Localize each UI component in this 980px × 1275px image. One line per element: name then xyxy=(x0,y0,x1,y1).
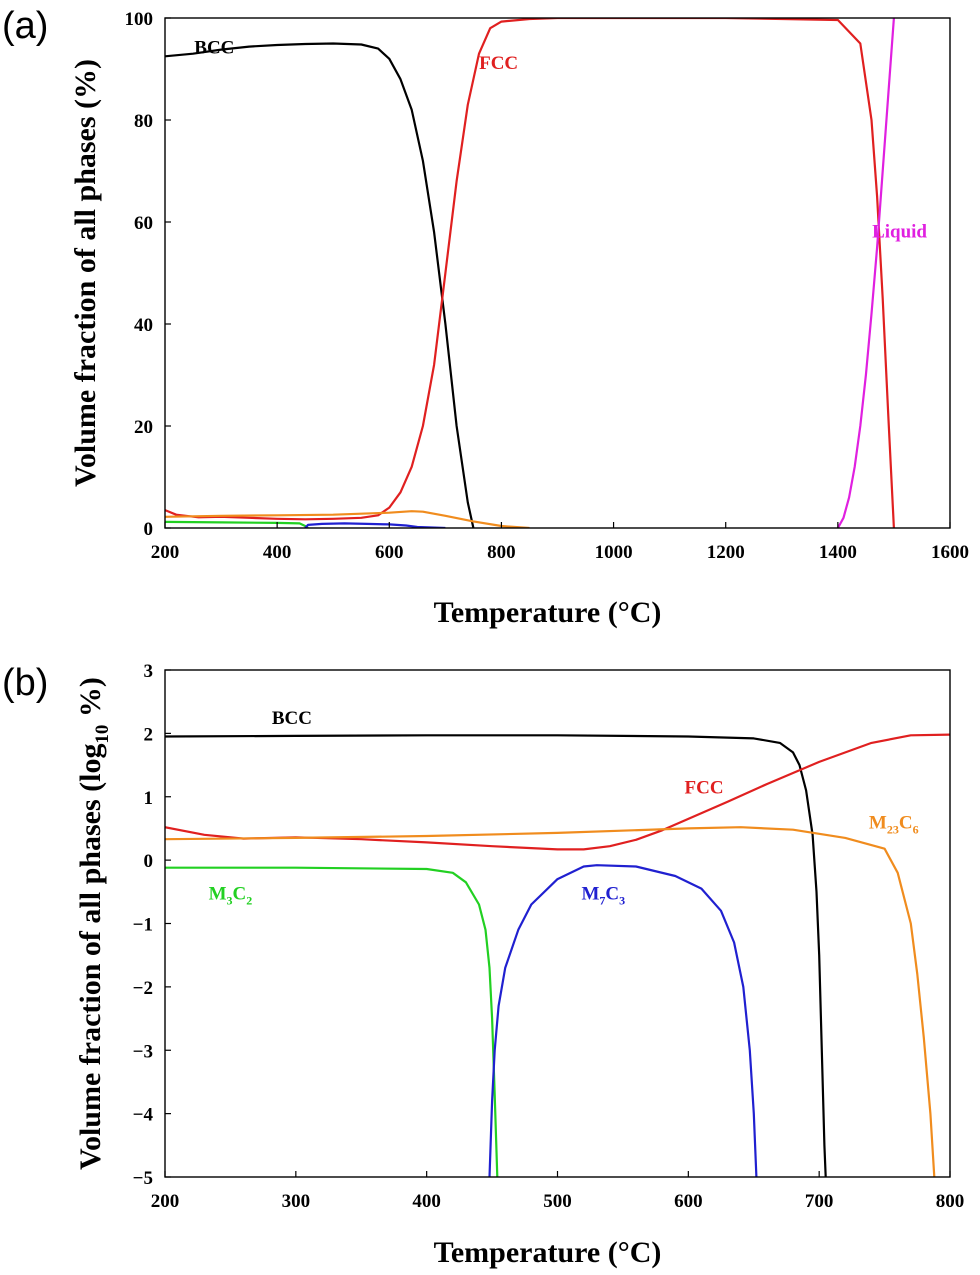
x-tick-label: 300 xyxy=(282,1191,311,1212)
panel-label: (b) xyxy=(2,662,48,704)
series-label-bcc: BCC xyxy=(272,708,312,729)
y-tick-label: 0 xyxy=(144,851,154,872)
series-line-fcc xyxy=(165,18,895,528)
x-tick-label: 700 xyxy=(805,1191,834,1212)
y-tick-label: 1 xyxy=(144,788,154,809)
x-axis-title: Temperature (°C) xyxy=(434,596,662,629)
y-tick-label: 20 xyxy=(134,417,153,438)
series-label-liquid: Liquid xyxy=(872,221,927,242)
x-tick-label: 1400 xyxy=(819,542,857,563)
y-tick-label: −2 xyxy=(133,978,153,999)
panel-label: (a) xyxy=(2,5,48,47)
series-label-m7c3: M7C3 xyxy=(581,883,625,907)
chart-panel-b: (b) 200 300 400 500 600 700 800 −5 −4 −3 −2 −1 0 1 2 3 Te… xyxy=(2,661,964,1269)
series-line-m7c3 xyxy=(488,864,758,1177)
y-tick-label: −3 xyxy=(133,1041,153,1062)
series-line-m23c6 xyxy=(165,826,936,1177)
y-axis-title: Volume fraction of all phases (log10 %) xyxy=(74,677,113,1170)
series-label-m3c2: M3C2 xyxy=(209,883,253,907)
series-label-bcc: BCC xyxy=(194,38,234,59)
x-tick-label: 400 xyxy=(412,1191,441,1212)
x-tick-label: 800 xyxy=(487,542,516,563)
series-line-m7c3 xyxy=(304,522,446,528)
y-tick-label: −4 xyxy=(133,1105,154,1126)
plot-frame xyxy=(164,669,951,1178)
y-tick-label: −5 xyxy=(133,1168,153,1189)
y-tick-label: 80 xyxy=(134,111,153,132)
x-tick-label: 600 xyxy=(375,542,404,563)
series-label-fcc: FCC xyxy=(685,778,724,799)
x-tick-label: 600 xyxy=(674,1191,703,1212)
y-tick-label: 0 xyxy=(144,519,154,540)
y-tick-label: 60 xyxy=(134,213,153,234)
x-tick-label: 800 xyxy=(936,1191,965,1212)
series-line-bcc xyxy=(165,734,827,1177)
y-tick-label: 3 xyxy=(144,661,154,682)
x-tick-label: 200 xyxy=(151,542,180,563)
x-tick-label: 500 xyxy=(543,1191,572,1212)
series-line-m3c2 xyxy=(165,866,499,1177)
x-tick-label: 1600 xyxy=(931,542,969,563)
plot-frame xyxy=(164,17,951,529)
series-line-liquid xyxy=(836,18,895,528)
y-tick-label: 2 xyxy=(144,724,154,745)
series-line-m3c2 xyxy=(165,520,309,528)
x-tick-label: 1200 xyxy=(707,542,745,563)
series-line-m23c6 xyxy=(165,510,530,528)
x-tick-label: 200 xyxy=(151,1191,180,1212)
y-axis-title: Volume fraction of all phases (%) xyxy=(69,59,102,487)
y-tick-label: −1 xyxy=(133,915,153,936)
y-tick-label: 100 xyxy=(125,9,154,30)
x-axis-title: Temperature (°C) xyxy=(434,1236,662,1269)
y-tick-label: 40 xyxy=(134,315,153,336)
series-label-fcc: FCC xyxy=(479,53,518,74)
x-tick-label: 400 xyxy=(263,542,292,563)
x-tick-label: 1000 xyxy=(595,542,633,563)
series-line-bcc xyxy=(165,42,475,528)
chart-panel-a: (a) 200 400 600 800 1000 1200 1400 1600 0 20 40 60 80… xyxy=(2,5,969,629)
series-label-m23c6: M23C6 xyxy=(869,812,919,836)
